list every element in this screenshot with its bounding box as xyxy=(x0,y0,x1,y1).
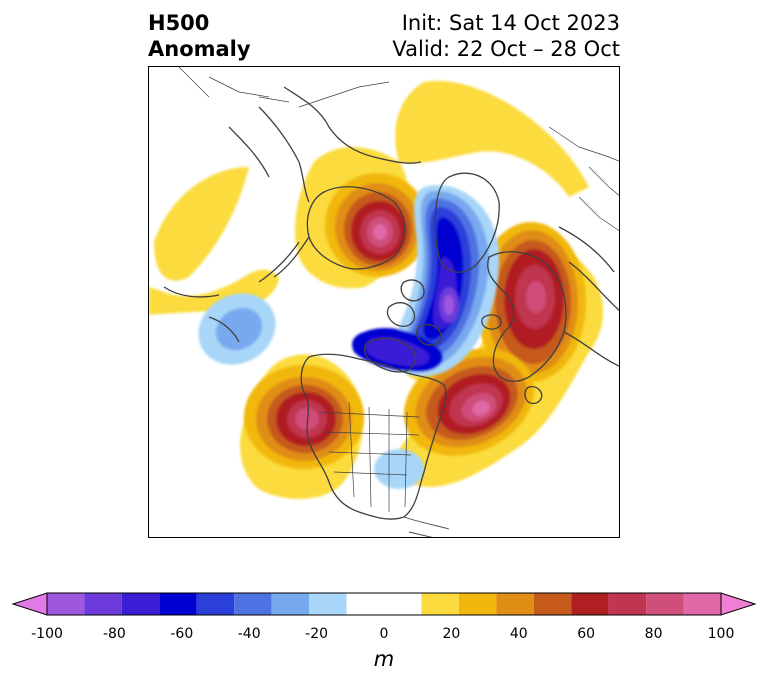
colorbar-tick-label: 20 xyxy=(442,626,461,642)
colorbar-segment xyxy=(571,593,609,615)
colorbar-tick-label: 40 xyxy=(509,626,528,642)
map-title-left: H500 Anomaly xyxy=(148,10,251,62)
colorbar-segment xyxy=(346,593,422,615)
colorbar-tick-label: 60 xyxy=(577,626,596,642)
valid-range-label: Valid: 22 Oct – 28 Oct xyxy=(392,37,620,61)
coastlines-and-borders xyxy=(163,67,619,537)
colorbar-tick-label: -60 xyxy=(170,626,194,642)
colorbar-segment xyxy=(421,593,459,615)
positive-anomaly-cores xyxy=(244,173,586,469)
colorbar-tick-label: 0 xyxy=(379,626,389,642)
variable-label: H500 xyxy=(148,11,210,35)
negative-anomaly-eastern-us xyxy=(374,449,424,489)
negative-anomaly-pacific xyxy=(198,293,276,365)
init-date-label: Init: Sat 14 Oct 2023 xyxy=(401,11,620,35)
colorbar-segment xyxy=(84,593,122,615)
colorbar-segment xyxy=(121,593,160,615)
colorbar-tick-label: -40 xyxy=(237,626,261,642)
colorbar-segment xyxy=(646,593,684,615)
colorbar-tick-label: 80 xyxy=(644,626,663,642)
anomaly-map-svg xyxy=(149,67,619,537)
colorbar-segment xyxy=(496,593,534,615)
colorbar-segments xyxy=(47,593,721,615)
field-label: Anomaly xyxy=(148,37,251,61)
colorbar-unit-label: m xyxy=(373,647,395,671)
colorbar-tick-label: -100 xyxy=(31,626,63,642)
anomaly-colorbar xyxy=(0,585,768,684)
colorbar-segment xyxy=(47,593,85,615)
colorbar-segment xyxy=(608,593,647,615)
colorbar-segment xyxy=(271,593,310,615)
colorbar-tick-label: 100 xyxy=(707,626,735,642)
colorbar-outline xyxy=(46,592,722,616)
colorbar-segment xyxy=(234,593,272,615)
colorbar-segment xyxy=(458,593,497,615)
map-title-right: Init: Sat 14 Oct 2023 Valid: 22 Oct – 28… xyxy=(392,10,620,62)
colorbar-overflow-arrow xyxy=(720,592,757,616)
colorbar-segment xyxy=(159,593,197,615)
colorbar-segment xyxy=(196,593,235,615)
colorbar-segment xyxy=(683,593,721,615)
colorbar-tick-label: -20 xyxy=(305,626,329,642)
polar-stereographic-map xyxy=(148,66,620,538)
colorbar-segment xyxy=(309,593,347,615)
colorbar-segment xyxy=(533,593,572,615)
colorbar-underflow-arrow xyxy=(11,592,48,616)
colorbar-tick-label: -80 xyxy=(102,626,126,642)
colorbar-svg xyxy=(11,592,757,616)
